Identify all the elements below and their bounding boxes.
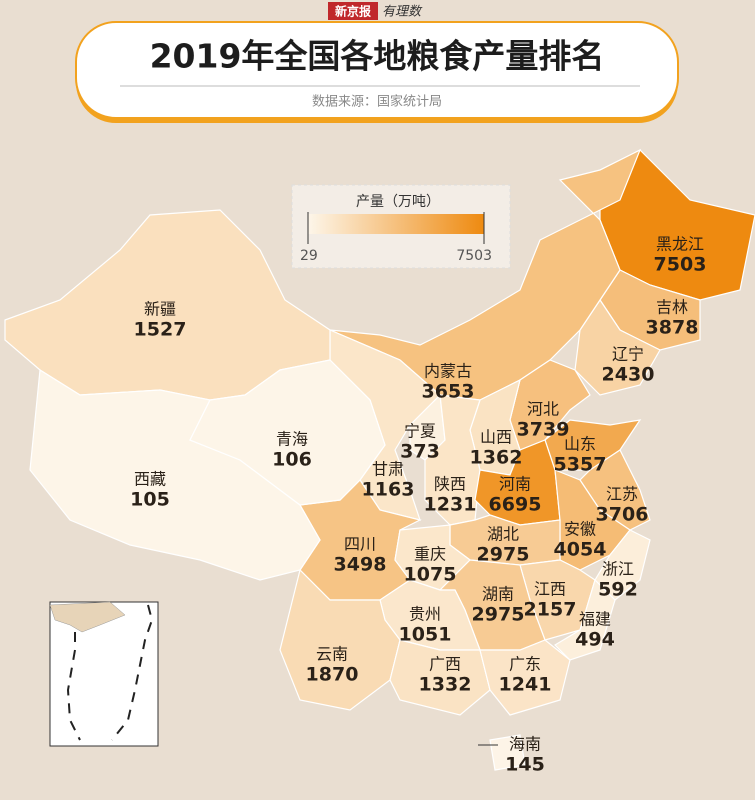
region-value: 105 — [130, 489, 170, 511]
region-name: 浙江 — [602, 560, 634, 579]
title-box — [75, 21, 679, 119]
region-name: 吉林 — [656, 298, 688, 317]
legend-bar — [308, 214, 484, 234]
region-value: 1075 — [404, 564, 457, 586]
inset-border — [66, 632, 81, 741]
legend-tick-label: 7503 — [456, 248, 492, 264]
inset-map — [49, 601, 159, 747]
legend: 产量（万吨） — [291, 184, 511, 269]
region-value: 145 — [505, 754, 545, 776]
source: 数据来源：国家统计局 — [312, 94, 442, 110]
region — [479, 639, 571, 716]
region-name: 海南 — [509, 735, 541, 754]
region-name: 安徽 — [564, 520, 596, 539]
region-name: 重庆 — [414, 545, 446, 564]
region-value: 1241 — [499, 674, 552, 696]
region-value: 2975 — [472, 604, 525, 626]
region-value: 373 — [400, 441, 440, 463]
region-value: 2157 — [524, 599, 577, 621]
region-name: 宁夏 — [404, 422, 436, 441]
region-value: 106 — [272, 449, 312, 471]
region-value: 1231 — [424, 494, 477, 516]
region-name: 河北 — [527, 400, 559, 419]
region-value: 3498 — [334, 554, 387, 576]
region-name: 陕西 — [434, 475, 466, 494]
region-value: 3739 — [517, 419, 570, 441]
region-value: 4054 — [554, 539, 607, 561]
region — [544, 419, 642, 471]
region — [489, 734, 526, 771]
region — [189, 359, 386, 506]
legend-tick-label: 29 — [300, 248, 318, 264]
region-value: 1362 — [470, 447, 523, 469]
region-value: 6695 — [489, 494, 542, 516]
title: 2019年全国各地粮食产量排名 — [150, 37, 605, 76]
region-name: 湖南 — [482, 585, 514, 604]
region-value: 1332 — [419, 674, 472, 696]
brand-sub: 有理数 — [382, 5, 423, 20]
region-name: 辽宁 — [612, 345, 644, 364]
region-name: 湖北 — [487, 525, 519, 544]
region-name: 新疆 — [144, 300, 176, 319]
region-name: 青海 — [276, 430, 308, 449]
region-value: 1527 — [134, 319, 187, 341]
region-name: 广东 — [509, 655, 541, 674]
region-value: 494 — [575, 629, 615, 651]
region-name: 河南 — [499, 475, 531, 494]
region-value: 2975 — [477, 544, 530, 566]
region-value: 1870 — [306, 664, 359, 686]
inset-land — [49, 601, 126, 633]
legend-title: 产量（万吨） — [356, 194, 440, 210]
region-value: 3878 — [646, 317, 699, 339]
region — [29, 368, 321, 581]
region-name: 福建 — [579, 610, 611, 629]
region-value: 1163 — [362, 479, 415, 501]
region — [389, 639, 491, 716]
region-name: 贵州 — [409, 605, 441, 624]
region-name: 内蒙古 — [424, 362, 472, 381]
region — [574, 298, 661, 396]
region-value: 7503 — [654, 254, 707, 276]
region-name: 山西 — [480, 428, 512, 447]
region-name: 山东 — [564, 435, 596, 454]
brand-badge — [328, 2, 378, 20]
region-name: 广西 — [429, 655, 461, 674]
region-value: 3653 — [422, 381, 475, 403]
region-name: 云南 — [316, 645, 348, 664]
region-name: 黑龙江 — [656, 235, 704, 254]
region-name: 江苏 — [606, 485, 638, 504]
region-name: 西藏 — [134, 470, 166, 489]
region-name: 江西 — [534, 580, 566, 599]
region-value: 3706 — [596, 504, 649, 526]
region-value: 1051 — [399, 624, 452, 646]
inset-border — [111, 604, 154, 741]
region-value: 592 — [598, 579, 638, 601]
region-value: 5357 — [554, 454, 607, 476]
region-name: 四川 — [344, 535, 376, 554]
inset-frame — [49, 601, 159, 747]
regions — [4, 148, 755, 771]
region-value: 2430 — [602, 364, 655, 386]
brand: 新京报 — [335, 4, 371, 19]
region-name: 甘肃 — [372, 460, 404, 479]
